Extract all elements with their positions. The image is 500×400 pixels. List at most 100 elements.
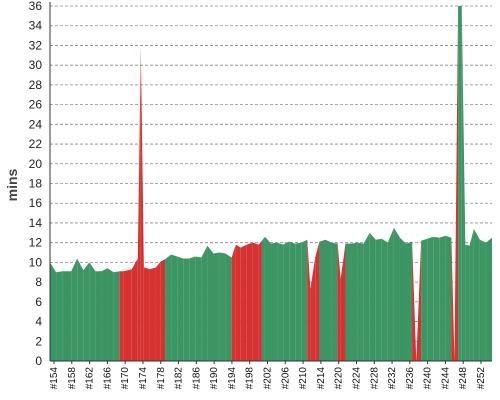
- area-segment: [439, 235, 446, 361]
- area-segment: [95, 271, 102, 361]
- area-segment: [295, 242, 302, 361]
- area-segment: [140, 47, 144, 362]
- area-segment: [89, 262, 96, 361]
- y-tick-label: 4: [35, 315, 42, 329]
- area-segment: [319, 239, 326, 361]
- area-segment: [77, 258, 84, 361]
- area-segment: [351, 242, 358, 361]
- x-tick-label: #178: [156, 367, 167, 390]
- x-tick-label: #154: [49, 367, 60, 390]
- area-segment: [357, 242, 364, 361]
- x-tick-label: #224: [351, 367, 362, 390]
- y-tick-label: 32: [29, 38, 43, 52]
- area-segment: [201, 245, 208, 361]
- x-tick-label: #202: [263, 367, 274, 390]
- y-tick-label: 2: [35, 334, 42, 348]
- x-tick-label: #248: [458, 367, 469, 390]
- area-segment: [307, 239, 311, 361]
- area-segment: [469, 228, 474, 361]
- x-tick-label: #240: [423, 367, 434, 390]
- area-segment: [231, 244, 236, 361]
- x-tick-label: #252: [476, 367, 487, 390]
- area-segment: [433, 236, 440, 361]
- x-tick-label: #210: [298, 367, 309, 390]
- area-segment: [451, 237, 455, 361]
- area-segment: [219, 252, 226, 361]
- area-segment: [137, 47, 141, 362]
- area-segment: [369, 232, 376, 361]
- area-segment: [149, 267, 156, 361]
- x-tick-label: #170: [120, 367, 131, 390]
- area-segment: [171, 254, 178, 361]
- area-segment: [289, 241, 296, 361]
- y-tick-label: 30: [29, 58, 43, 72]
- area-segment: [363, 232, 370, 361]
- y-axis-label: mins: [4, 168, 20, 201]
- area-segment: [207, 245, 214, 361]
- area-segment: [465, 244, 470, 361]
- y-tick-label: 6: [35, 295, 42, 309]
- area-segment: [160, 259, 166, 361]
- area-segment: [56, 271, 63, 361]
- area-segment: [62, 271, 72, 361]
- area-segment: [119, 271, 124, 361]
- y-tick-label: 8: [35, 275, 42, 289]
- area-segment: [393, 227, 400, 361]
- y-tick-label: 14: [29, 216, 43, 230]
- area-segment: [165, 254, 172, 361]
- area-segment: [485, 237, 492, 361]
- y-tick-label: 24: [29, 117, 43, 131]
- area-segment: [264, 236, 271, 361]
- area-segment: [301, 239, 308, 361]
- area-segment: [155, 261, 161, 361]
- area-segment: [261, 236, 265, 361]
- axes: [49, 2, 492, 362]
- area-segment: [445, 235, 452, 361]
- area-segment: [381, 238, 388, 361]
- area-segment: [387, 227, 394, 361]
- area-segment: [331, 242, 338, 361]
- y-tick-label: 36: [29, 0, 43, 13]
- area-segment: [345, 243, 352, 361]
- area-segment: [427, 236, 434, 361]
- area-segment: [421, 238, 428, 361]
- y-tick-label: 20: [29, 157, 43, 171]
- y-tick-label: 16: [29, 196, 43, 210]
- y-tick-label: 28: [29, 78, 43, 92]
- x-tick-label: #244: [440, 367, 451, 390]
- y-tick-label: 12: [29, 236, 43, 250]
- area-segment: [375, 238, 382, 361]
- x-tick-label: #190: [209, 367, 220, 390]
- x-tick-label: #158: [67, 367, 78, 390]
- x-tick-label: #198: [245, 367, 256, 390]
- area-segment: [240, 244, 247, 361]
- area-segment: [337, 243, 341, 361]
- area-segment: [271, 242, 278, 361]
- area-segment: [473, 228, 480, 361]
- area-segment: [283, 241, 290, 361]
- x-tick-label: #174: [138, 367, 149, 390]
- x-tick-label: #182: [174, 367, 185, 390]
- area-segment: [458, 6, 462, 361]
- area-segment: [113, 271, 120, 361]
- area-segment: [235, 244, 241, 361]
- x-tick-label: #206: [280, 367, 291, 390]
- y-tick-label: 18: [29, 177, 43, 191]
- area-segment: [143, 267, 150, 361]
- x-tick-label: #236: [405, 367, 416, 390]
- y-tick-label: 10: [29, 255, 43, 269]
- y-tick-label: 26: [29, 98, 43, 112]
- area-segment: [325, 239, 332, 361]
- area-segment: [399, 237, 407, 361]
- y-tick-label: 0: [35, 354, 42, 368]
- area-segment: [83, 262, 90, 361]
- area-segment: [195, 256, 202, 361]
- area-segment: [225, 253, 232, 361]
- area-segment: [131, 258, 138, 361]
- area-segment: [258, 240, 262, 361]
- y-tick-label: 22: [29, 137, 43, 151]
- x-tick-label: #232: [387, 367, 398, 390]
- area-segment: [479, 239, 486, 361]
